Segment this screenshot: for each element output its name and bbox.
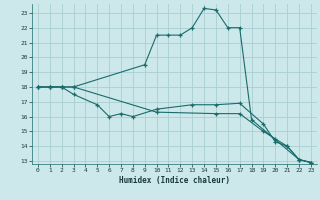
X-axis label: Humidex (Indice chaleur): Humidex (Indice chaleur): [119, 176, 230, 185]
